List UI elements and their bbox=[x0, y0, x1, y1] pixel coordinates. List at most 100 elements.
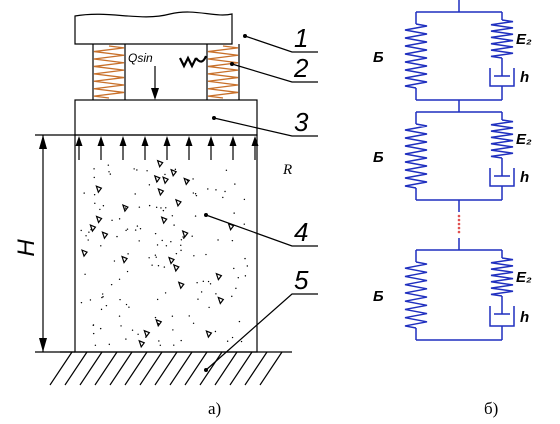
label-eta: h bbox=[520, 169, 529, 186]
soil-dot bbox=[233, 212, 234, 213]
soil-dot bbox=[149, 184, 150, 185]
soil-dot bbox=[125, 338, 126, 339]
soil-dot bbox=[81, 302, 82, 303]
soil-dot bbox=[215, 293, 216, 294]
soil-dot bbox=[164, 174, 165, 175]
ellipsis-dot bbox=[458, 223, 461, 226]
soil-dot bbox=[205, 254, 206, 255]
soil-dot bbox=[166, 245, 167, 246]
callout-label: 5 bbox=[294, 265, 309, 295]
soil-grain bbox=[158, 161, 163, 167]
ellipsis-dot bbox=[458, 219, 461, 222]
soil-dot bbox=[140, 228, 141, 229]
soil-dot bbox=[208, 281, 209, 282]
unit-frame bbox=[416, 12, 502, 100]
callout-label: 2 bbox=[293, 53, 309, 83]
soil-dot bbox=[235, 288, 236, 289]
soil-dot bbox=[191, 236, 192, 237]
reaction-arrowhead bbox=[208, 136, 215, 146]
soil-dot bbox=[84, 274, 85, 275]
soil-dot bbox=[134, 193, 135, 194]
label-eta: h bbox=[520, 309, 529, 326]
soil-dot bbox=[81, 230, 82, 231]
plate-1 bbox=[75, 12, 232, 44]
soil-grain bbox=[176, 200, 181, 206]
soil-grain bbox=[122, 257, 127, 263]
spring-e1 bbox=[405, 262, 427, 328]
soil-dot bbox=[173, 224, 174, 225]
soil-dot bbox=[139, 206, 140, 207]
soil-dot bbox=[182, 236, 183, 237]
soil-dot bbox=[94, 177, 95, 178]
soil-dot bbox=[135, 229, 136, 230]
soil-dot bbox=[148, 257, 149, 258]
soil-dot bbox=[119, 299, 120, 300]
soil-dot bbox=[196, 195, 197, 196]
soil-grain bbox=[206, 331, 211, 337]
label-e2: E₂ bbox=[516, 131, 532, 148]
spring bbox=[94, 46, 124, 98]
soil-dot bbox=[247, 265, 248, 266]
soil-dot bbox=[138, 240, 139, 241]
soil-dot bbox=[170, 241, 171, 242]
spring-e1 bbox=[405, 24, 427, 88]
soil-dot bbox=[110, 173, 111, 174]
soil-dot bbox=[176, 253, 177, 254]
soil-grain bbox=[144, 331, 149, 337]
soil-dot bbox=[158, 340, 159, 341]
soil-dot bbox=[157, 244, 158, 245]
soil-dot bbox=[231, 296, 232, 297]
soil-dot bbox=[155, 255, 156, 256]
soil-dot bbox=[193, 192, 194, 193]
soil-dot bbox=[108, 164, 109, 165]
soil-dot bbox=[151, 264, 152, 265]
soil-dot bbox=[146, 170, 147, 171]
soil-grain bbox=[158, 189, 163, 195]
ellipsis-dot bbox=[458, 231, 461, 234]
soil-dot bbox=[156, 256, 157, 257]
soil-dot bbox=[227, 341, 228, 342]
dashpot bbox=[490, 306, 514, 332]
caption-b: б) bbox=[484, 399, 498, 418]
soil-dot bbox=[203, 281, 204, 282]
soil-dot bbox=[173, 344, 174, 345]
soil-dot bbox=[155, 233, 156, 234]
soil-dot bbox=[120, 325, 121, 326]
soil-dot bbox=[241, 341, 242, 342]
soil-dot bbox=[133, 168, 134, 169]
spring-e2 bbox=[491, 20, 513, 58]
soil-dot bbox=[102, 296, 103, 297]
soil-dot bbox=[217, 239, 218, 240]
soil-dot bbox=[165, 207, 166, 208]
soil-dot bbox=[108, 171, 109, 172]
label-e1: Б bbox=[373, 49, 384, 66]
soil-grain bbox=[139, 341, 144, 347]
soil-dot bbox=[222, 197, 223, 198]
soil-dot bbox=[126, 304, 127, 305]
soil-dot bbox=[196, 282, 197, 283]
callout-label: 3 bbox=[294, 107, 309, 137]
caption-a: а) bbox=[208, 399, 221, 418]
soil-dot bbox=[239, 321, 240, 322]
soil-dot bbox=[193, 255, 194, 256]
soil-dot bbox=[100, 245, 101, 246]
reaction-arrowhead bbox=[120, 136, 127, 146]
soil-grain bbox=[82, 250, 87, 256]
dashpot bbox=[490, 168, 514, 192]
soil-dot bbox=[137, 225, 138, 226]
omega-t bbox=[180, 56, 206, 66]
foundation-scheme: Qsin R H а) б) bbox=[13, 12, 498, 418]
soil-grain bbox=[179, 282, 184, 288]
soil-grain bbox=[216, 274, 221, 280]
soil-grain bbox=[102, 232, 107, 238]
soil-dot bbox=[180, 245, 181, 246]
soil-dot bbox=[149, 205, 150, 206]
spring bbox=[208, 46, 238, 98]
soil-dot bbox=[95, 345, 96, 346]
plate-3 bbox=[75, 100, 257, 135]
soil-dot bbox=[195, 193, 196, 194]
soil-dot bbox=[181, 239, 182, 240]
soil-dot bbox=[244, 223, 245, 224]
reaction-arrowhead bbox=[186, 136, 193, 146]
soil-dot bbox=[207, 188, 208, 189]
